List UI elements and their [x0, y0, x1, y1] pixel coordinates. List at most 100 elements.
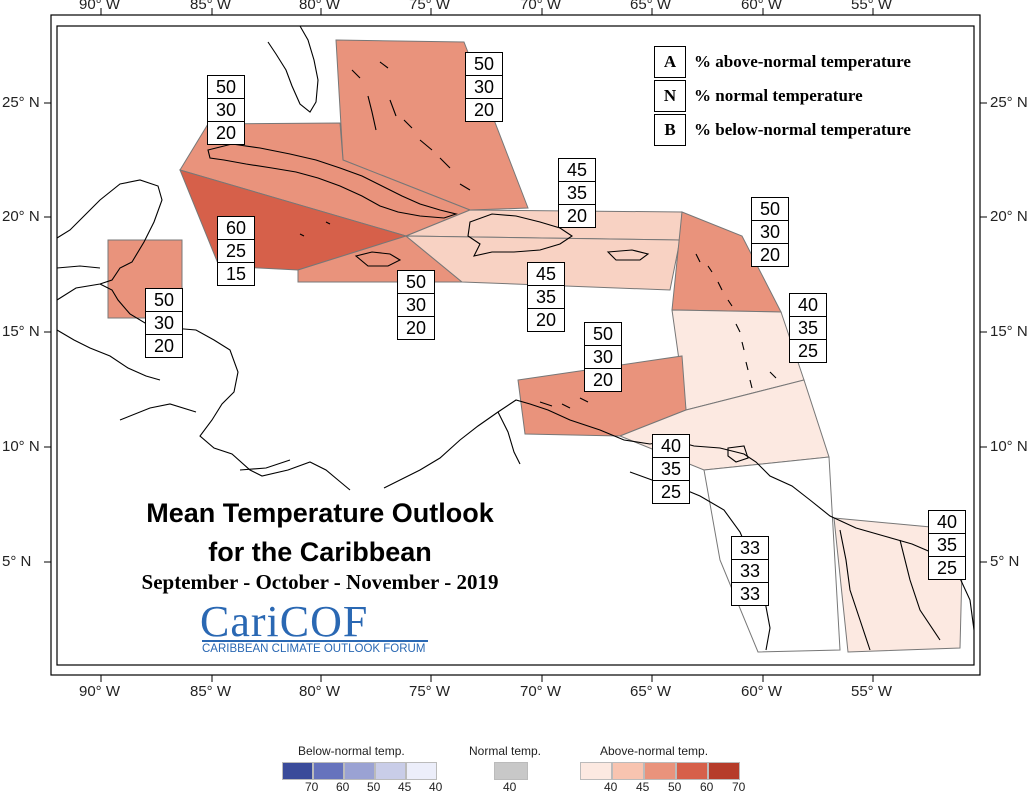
x-tick-label: 55° W [851, 683, 893, 700]
x-tick-label: 80° W [299, 683, 341, 700]
x-tick-label: 85° W [190, 683, 232, 700]
prob-normal: 25 [218, 240, 254, 263]
x-tick-label: 70° W [520, 683, 562, 700]
colorbar-swatch [612, 762, 644, 780]
prob-below: 33 [739, 584, 761, 604]
prob-above: 33 [732, 537, 768, 560]
y-tick-label: 5° N [990, 553, 1020, 570]
colorbar-swatch [708, 762, 740, 780]
legend-row-above: A % above-normal temperature [654, 46, 974, 78]
logo-subtitle: CARIBBEAN CLIMATE OUTLOOK FORUM [202, 643, 426, 655]
prob-normal: 35 [790, 317, 826, 340]
prob-above: 50 [208, 76, 244, 99]
prob-below: 20 [215, 123, 237, 143]
colorbar-swatch [644, 762, 676, 780]
prob-below: 20 [153, 336, 175, 356]
x-tick-label: 55° W [851, 0, 893, 13]
probability-box: 45 35 20 [558, 158, 596, 228]
probability-box: 40 35 25 [652, 434, 690, 504]
legend-letter: N [654, 80, 686, 112]
prob-below: 15 [225, 264, 247, 284]
colorbar-tick: 45 [398, 780, 412, 794]
probability-box: 40 35 25 [789, 293, 827, 363]
prob-normal: 30 [208, 99, 244, 122]
colorbar-tick: 50 [367, 780, 381, 794]
colorbar-tick: 45 [636, 780, 650, 794]
colorbar-tick: 60 [700, 780, 714, 794]
probability-box: 50 30 20 [397, 270, 435, 340]
y-tick-label: 20° N [990, 208, 1028, 225]
x-tick-label: 90° W [79, 683, 121, 700]
prob-above: 60 [218, 217, 254, 240]
colorbar-swatch [282, 762, 313, 780]
x-tick-label: 85° W [190, 0, 232, 13]
region-guyana [703, 456, 841, 653]
caricof-logo: CariCOF CARIBBEAN CLIMATE OUTLOOK FORUM [200, 596, 432, 660]
x-tick-label: 60° W [741, 0, 783, 13]
logo-rule [202, 640, 428, 642]
prob-below: 20 [592, 370, 614, 390]
prob-above: 50 [466, 53, 502, 76]
prob-below: 25 [936, 558, 958, 578]
colorbar-tick: 70 [305, 780, 319, 794]
prob-normal: 30 [146, 312, 182, 335]
prob-above: 40 [929, 511, 965, 534]
legend-row-below: B % below-normal temperature [654, 114, 974, 146]
colorbar-tick: 60 [336, 780, 350, 794]
probability-box: 60 25 15 [217, 216, 255, 286]
legend-text: % below-normal temperature [694, 120, 911, 139]
probability-box: 50 30 20 [751, 197, 789, 267]
colorbar-swatch [580, 762, 612, 780]
y-tick-label: 25° N [990, 94, 1028, 111]
prob-below: 25 [797, 341, 819, 361]
colorbar-tick: 40 [429, 780, 443, 794]
title-season: September - October - November - 2019 [141, 570, 499, 594]
prob-below: 20 [473, 100, 495, 120]
legend-row-normal: N % normal temperature [654, 80, 974, 112]
prob-normal: 35 [559, 182, 595, 205]
colorbar-tick: 70 [732, 780, 746, 794]
colorbar-swatch [494, 762, 528, 780]
prob-above: 45 [528, 263, 564, 286]
prob-normal: 35 [929, 534, 965, 557]
colorbar-swatch [375, 762, 406, 780]
colorbar-swatch [313, 762, 344, 780]
prob-above: 50 [752, 198, 788, 221]
x-tick-label: 80° W [299, 0, 341, 13]
legend-text: % above-normal temperature [694, 52, 911, 71]
title-line-2: for the Caribbean [208, 537, 432, 567]
y-tick-label: 5° N [2, 553, 32, 570]
y-tick-label: 25° N [2, 94, 40, 111]
probability-box: 33 33 33 [731, 536, 769, 606]
outer-frame [50, 14, 981, 676]
y-tick-label: 10° N [2, 438, 40, 455]
legend-letter: B [654, 114, 686, 146]
x-tick-label: 75° W [409, 0, 451, 13]
colorbar-swatch [676, 762, 708, 780]
colorbar-below-title: Below-normal temp. [298, 744, 405, 758]
probability-box: 50 30 20 [584, 322, 622, 392]
prob-below: 20 [759, 245, 781, 265]
probability-box: 45 35 20 [527, 262, 565, 332]
prob-above: 40 [653, 435, 689, 458]
y-tick-label: 15° N [990, 323, 1028, 340]
probability-box: 50 30 20 [145, 288, 183, 358]
colorbar-normal-title: Normal temp. [469, 744, 542, 758]
colorbar-tick: 50 [668, 780, 682, 794]
prob-normal: 30 [466, 76, 502, 99]
prob-normal: 30 [585, 346, 621, 369]
x-tick-label: 75° W [409, 683, 451, 700]
probability-box: 50 30 20 [465, 52, 503, 122]
logo-wordmark: CariCOF [200, 597, 369, 646]
prob-normal: 30 [752, 221, 788, 244]
prob-below: 20 [405, 318, 427, 338]
prob-above: 50 [585, 323, 621, 346]
prob-below: 25 [660, 482, 682, 502]
prob-normal: 35 [528, 286, 564, 309]
legend-letter: A [654, 46, 686, 78]
x-tick-label: 70° W [520, 0, 562, 13]
y-tick-label: 15° N [2, 323, 40, 340]
colorbar-above-title: Above-normal temp. [600, 744, 709, 758]
title-line-1: Mean Temperature Outlook [146, 498, 494, 528]
y-tick-label: 20° N [2, 208, 40, 225]
